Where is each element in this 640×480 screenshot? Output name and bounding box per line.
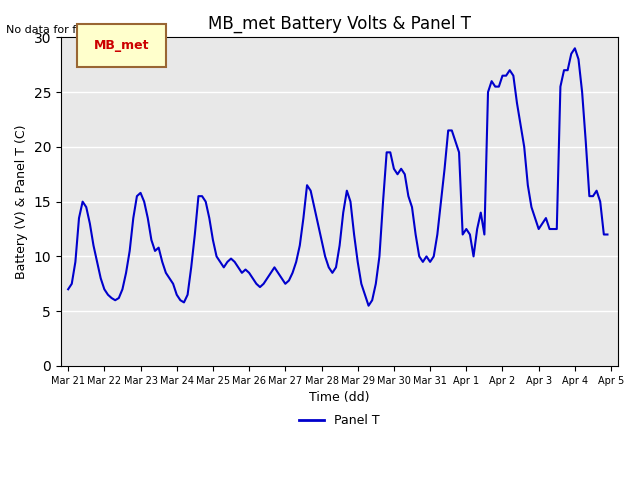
Text: MB_met: MB_met <box>94 39 149 52</box>
Y-axis label: Battery (V) & Panel T (C): Battery (V) & Panel T (C) <box>15 124 28 279</box>
Title: MB_met Battery Volts & Panel T: MB_met Battery Volts & Panel T <box>208 15 471 33</box>
Legend: Panel T: Panel T <box>294 409 385 432</box>
Text: No data for f_BattV: No data for f_BattV <box>6 24 113 35</box>
X-axis label: Time (dd): Time (dd) <box>309 391 370 404</box>
